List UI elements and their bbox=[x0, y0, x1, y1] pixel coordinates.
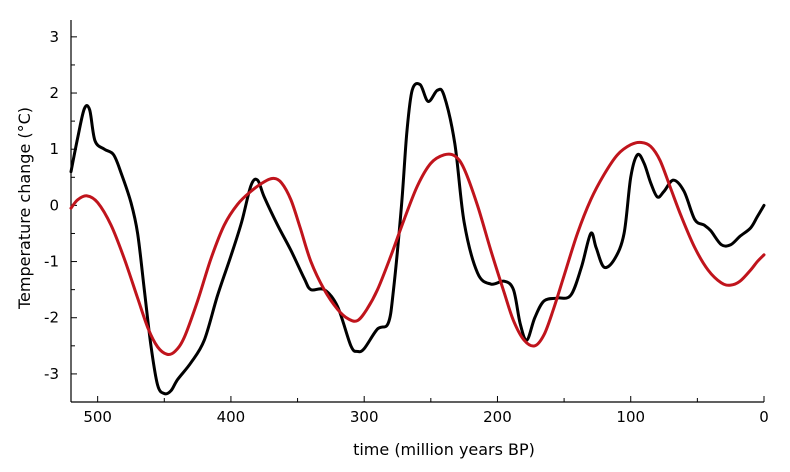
y-tick-label: -2 bbox=[44, 309, 59, 327]
axes bbox=[70, 20, 764, 403]
series-line-black bbox=[69, 81, 766, 396]
x-tick-label: 100 bbox=[616, 408, 645, 426]
x-axis-label: time (million years BP) bbox=[353, 440, 535, 459]
x-tick-label: 400 bbox=[217, 408, 246, 426]
x-tick-label: 0 bbox=[759, 408, 769, 426]
y-tick-label: -3 bbox=[44, 365, 59, 383]
y-tick-label: -1 bbox=[44, 253, 59, 271]
x-tick-label: 300 bbox=[350, 408, 379, 426]
y-tick-label: 1 bbox=[49, 140, 59, 158]
series-line-red bbox=[69, 140, 766, 357]
tick-labels: 500 400 300 200 100 0 3 2 1 0 -1 -2 -3 bbox=[44, 28, 769, 426]
y-tick-label: 2 bbox=[49, 84, 59, 102]
tick-marks bbox=[71, 36, 765, 403]
y-tick-label: 3 bbox=[49, 28, 59, 46]
x-tick-label: 500 bbox=[83, 408, 112, 426]
x-tick-label: 200 bbox=[483, 408, 512, 426]
series-layer bbox=[69, 81, 766, 396]
y-tick-label: 0 bbox=[49, 196, 59, 214]
y-axis-label: Temperature change (°C) bbox=[15, 107, 34, 310]
